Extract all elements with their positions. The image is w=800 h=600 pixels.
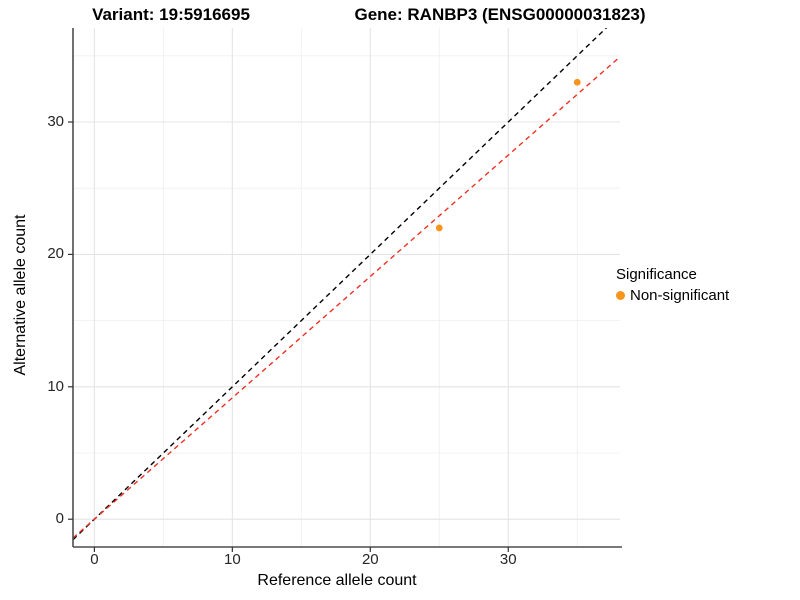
x-tick-label: 0 bbox=[90, 551, 99, 568]
identity-line bbox=[73, 28, 608, 541]
point-key-icon bbox=[616, 291, 625, 300]
x-tick-label: 20 bbox=[361, 551, 379, 568]
x-axis-title: Reference allele count bbox=[257, 572, 417, 589]
legend-title: Significance bbox=[616, 266, 697, 283]
plot-panel bbox=[68, 28, 622, 552]
reference-lines bbox=[73, 28, 620, 541]
legend-item: Non-significant bbox=[616, 287, 729, 304]
variant-title: Variant: 19:5916695 bbox=[92, 5, 250, 24]
y-axis-title: Alternative allele count bbox=[12, 214, 29, 376]
gridlines-major bbox=[73, 28, 620, 547]
x-tick-label: 10 bbox=[223, 551, 241, 568]
x-tick-label: 30 bbox=[499, 551, 517, 568]
y-tick-label: 30 bbox=[47, 113, 64, 130]
y-tick-label: 0 bbox=[55, 510, 64, 528]
data-point bbox=[573, 78, 581, 86]
expected-ratio-line bbox=[73, 56, 620, 539]
legend-item-label: Non-significant bbox=[630, 287, 730, 304]
tick-marks bbox=[68, 121, 509, 552]
data-points bbox=[435, 78, 581, 232]
data-point bbox=[435, 224, 443, 232]
gene-title: Gene: RANBP3 (ENSG00000031823) bbox=[354, 5, 646, 24]
gridlines-minor bbox=[73, 28, 620, 547]
y-tick-label: 10 bbox=[47, 377, 64, 395]
y-tick-label: 20 bbox=[47, 245, 64, 263]
legend: Significance Non-significant bbox=[616, 266, 729, 304]
